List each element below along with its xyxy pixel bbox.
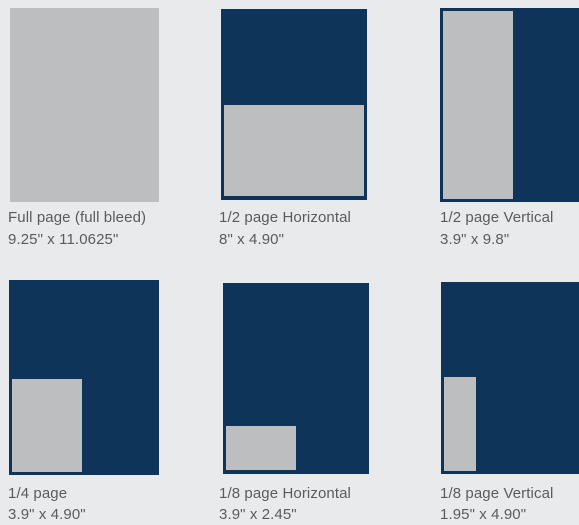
eighth-horizontal-area bbox=[226, 426, 296, 470]
ad-size-name: Full page (full bleed) bbox=[8, 209, 147, 226]
ad-size-name: 1/8 page Vertical bbox=[440, 485, 554, 502]
ad-size-name: 1/2 page Vertical bbox=[440, 209, 554, 226]
page-frame bbox=[441, 282, 579, 474]
ad-size-dimensions: 3.9" x 2.45" bbox=[219, 506, 297, 523]
page-frame bbox=[9, 280, 159, 475]
quarter-area bbox=[12, 379, 82, 472]
eighth-vertical-area bbox=[444, 377, 476, 471]
ad-size-name: 1/8 page Horizontal bbox=[219, 485, 351, 502]
ad-size-dimensions: 8" x 4.90" bbox=[219, 231, 285, 248]
page-frame bbox=[223, 283, 369, 474]
full-page-area bbox=[10, 8, 159, 202]
ad-size-name: 1/4 page bbox=[8, 485, 68, 502]
ad-size-dimensions: 1.95" x 4.90" bbox=[440, 506, 527, 523]
page-frame bbox=[221, 9, 367, 200]
ad-size-dimensions: 3.9" x 9.8" bbox=[440, 231, 510, 248]
ad-size-name: 1/2 page Horizontal bbox=[219, 209, 351, 226]
page-frame bbox=[440, 8, 579, 202]
ad-size-dimensions: 3.9" x 4.90" bbox=[8, 506, 86, 523]
half-horizontal-area bbox=[224, 105, 364, 196]
ad-size-dimensions: 9.25" x 11.0625" bbox=[8, 231, 119, 248]
half-vertical-area bbox=[443, 11, 513, 199]
